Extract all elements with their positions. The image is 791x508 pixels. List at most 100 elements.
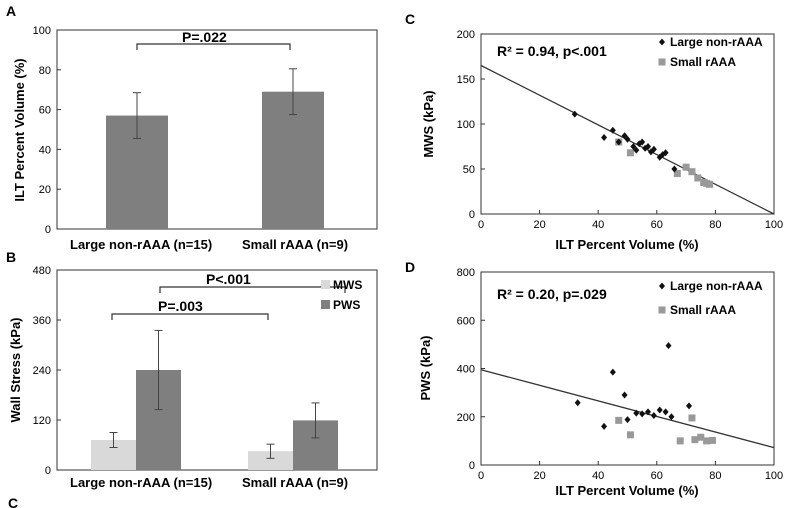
panel-d-large-non-raaa-point-9 <box>650 412 657 420</box>
panel-c-y-tick-2: 100 <box>457 119 475 131</box>
panel-d-x-tick-1: 20 <box>533 470 545 482</box>
panel-d: D 0 200 400 600 800 0 20 40 60 80 100 R² = 0.20, p… <box>405 259 783 498</box>
panel-d-small-raaa-point-3 <box>676 437 684 445</box>
panel-b-category-2: Small rAAA (n=9) <box>242 475 348 490</box>
panel-d-large-non-raaa-point-13 <box>668 413 675 421</box>
panel-c-large-non-raaa-point-2 <box>601 134 608 141</box>
panel-c-legend-large: Large non-rAAA <box>670 35 763 49</box>
panel-d-large-non-raaa-point-4 <box>621 391 628 399</box>
panel-a-y-tick-4: 80 <box>39 65 51 77</box>
panel-c-y-tick-4: 200 <box>457 29 475 41</box>
panel-d-legend-large: Large non-rAAA <box>670 279 763 293</box>
panel-c-x-tick-4: 80 <box>709 219 721 231</box>
panel-d-large-non-raaa-point-7 <box>639 410 646 418</box>
panel-d-large-non-raaa-point-12 <box>665 342 672 350</box>
panel-a-y-tick-2: 40 <box>39 144 51 156</box>
panel-c-small-raaa-point-9 <box>706 180 714 188</box>
panel-d-small-raaa-point-7 <box>703 437 711 445</box>
panel-b-label: B <box>6 249 16 265</box>
panel-c-frame <box>480 33 775 215</box>
panel-c-large-non-raaa-point-1 <box>571 110 578 118</box>
legend-mws-label: MWS <box>333 278 362 292</box>
panel-c-small-raaa-point-4 <box>682 163 690 171</box>
panel-c-large-non-raaa-point-3 <box>609 126 616 134</box>
panel-d-small-raaa-point-2 <box>626 431 634 439</box>
panel-c-large-non-raaa-point-6 <box>624 135 631 143</box>
panel-a-y-tick-5: 100 <box>33 25 51 37</box>
panel-c-x-tick-1: 20 <box>533 219 545 231</box>
panel-c-x-tick-5: 100 <box>765 219 783 231</box>
panel-d-x-tick-0: 0 <box>478 470 484 482</box>
panel-d-legend-small: Small rAAA <box>670 303 736 317</box>
panel-a-p-value: P=.022 <box>182 29 227 45</box>
panel-c-y-axis-label: MWS (kPa) <box>421 90 436 157</box>
panel-c-small-raaa-point-3 <box>673 170 681 177</box>
panel-d-frame <box>480 271 775 466</box>
panel-c-y-tick-0: 0 <box>469 209 475 221</box>
panel-a-y-axis-label: ILT Percent Volume (%) <box>12 58 27 201</box>
panel-d-y-tick-3: 600 <box>457 315 475 327</box>
panel-a-frame <box>56 29 378 230</box>
panel-d-small-raaa-point-8 <box>708 436 716 444</box>
panel-c-x-axis-label: ILT Percent Volume (%) <box>555 237 698 252</box>
cropped-panel-label: C <box>8 495 18 508</box>
legend-mws-swatch <box>321 280 330 289</box>
panel-d-large-non-raaa-point-1 <box>574 399 581 407</box>
panel-a-category-2: Small rAAA (n=9) <box>242 237 348 252</box>
panel-c-large-non-raaa-point-4 <box>615 138 622 146</box>
panel-c-small-raaa-point-6 <box>694 174 702 182</box>
panel-c-large-non-raaa-point-12 <box>645 143 652 150</box>
panel-d-large-non-raaa-point-10 <box>656 406 663 414</box>
panel-b-mws-bar-2 <box>248 451 293 470</box>
panel-c-small-raaa-point-2 <box>626 149 634 157</box>
panel-d-large-non-raaa-point-14 <box>686 402 693 410</box>
panel-a-y-tick-0: 0 <box>45 224 51 236</box>
panel-a-bars <box>106 68 324 229</box>
panel-b-category-1: Large non-rAAA (n=15) <box>70 475 212 490</box>
panel-d-large-non-raaa-point-6 <box>633 409 640 417</box>
panel-b-p-value-2: P=.003 <box>158 298 203 314</box>
panel-c-large-non-raaa-point-14 <box>650 145 657 153</box>
panel-c-x-tick-3: 60 <box>651 219 663 231</box>
panel-d-x-tick-4: 80 <box>709 470 721 482</box>
panel-d-x-tick-2: 40 <box>592 470 604 482</box>
panel-a-y-tick-1: 20 <box>39 184 51 196</box>
panel-d-plot <box>480 282 775 449</box>
panel-c-large-non-raaa-point-18 <box>671 165 678 173</box>
panel-c-small-raaa-point-5 <box>688 168 696 176</box>
panel-d-y-tick-0: 0 <box>469 460 475 472</box>
panel-d-large-non-raaa-point-5 <box>624 416 631 424</box>
panel-c-legend-small-marker <box>658 58 666 66</box>
panel-c-stats: R² = 0.94, p<.001 <box>497 43 607 59</box>
panel-c-label: C <box>405 11 415 27</box>
panel-d-small-raaa-point-1 <box>615 416 623 424</box>
panel-c-large-non-raaa-point-8 <box>633 146 640 154</box>
panel-d-label: D <box>405 259 415 275</box>
panel-c-large-non-raaa-point-17 <box>662 149 669 157</box>
panel-d-y-tick-1: 200 <box>457 412 475 424</box>
panel-d-large-non-raaa-point-2 <box>601 422 608 430</box>
panel-d-small-raaa-point-4 <box>688 414 696 422</box>
panel-d-large-non-raaa-point-8 <box>645 408 652 416</box>
panel-d-large-non-raaa-point-3 <box>609 368 616 376</box>
panel-b-y-tick-2: 240 <box>33 365 51 377</box>
panel-a-y-tick-3: 60 <box>39 105 51 117</box>
panel-c: C 0 50 100 150 200 0 20 40 60 80 100 R² = 0.94, p<… <box>405 11 783 252</box>
panel-b-y-tick-0: 0 <box>45 465 51 477</box>
panel-d-y-tick-4: 800 <box>457 267 475 279</box>
panel-b-y-tick-3: 360 <box>33 315 51 327</box>
panel-c-x-tick-2: 40 <box>592 219 604 231</box>
panel-d-regression-line <box>480 369 775 449</box>
legend-pws-label: PWS <box>333 298 360 312</box>
panel-b-p-value-1: P<.001 <box>206 271 251 287</box>
panel-a-category-1: Large non-rAAA (n=15) <box>70 237 212 252</box>
panel-d-y-axis-label: PWS (kPa) <box>418 335 433 400</box>
panel-d-x-axis-label: ILT Percent Volume (%) <box>555 483 698 498</box>
panel-c-large-non-raaa-point-7 <box>630 143 637 150</box>
panel-b-y-tick-4: 480 <box>33 265 51 277</box>
panel-c-y-tick-1: 50 <box>463 164 475 176</box>
panel-d-x-tick-3: 60 <box>651 470 663 482</box>
panel-c-plot <box>480 38 775 215</box>
panel-d-stats: R² = 0.20, p=.029 <box>497 286 607 302</box>
